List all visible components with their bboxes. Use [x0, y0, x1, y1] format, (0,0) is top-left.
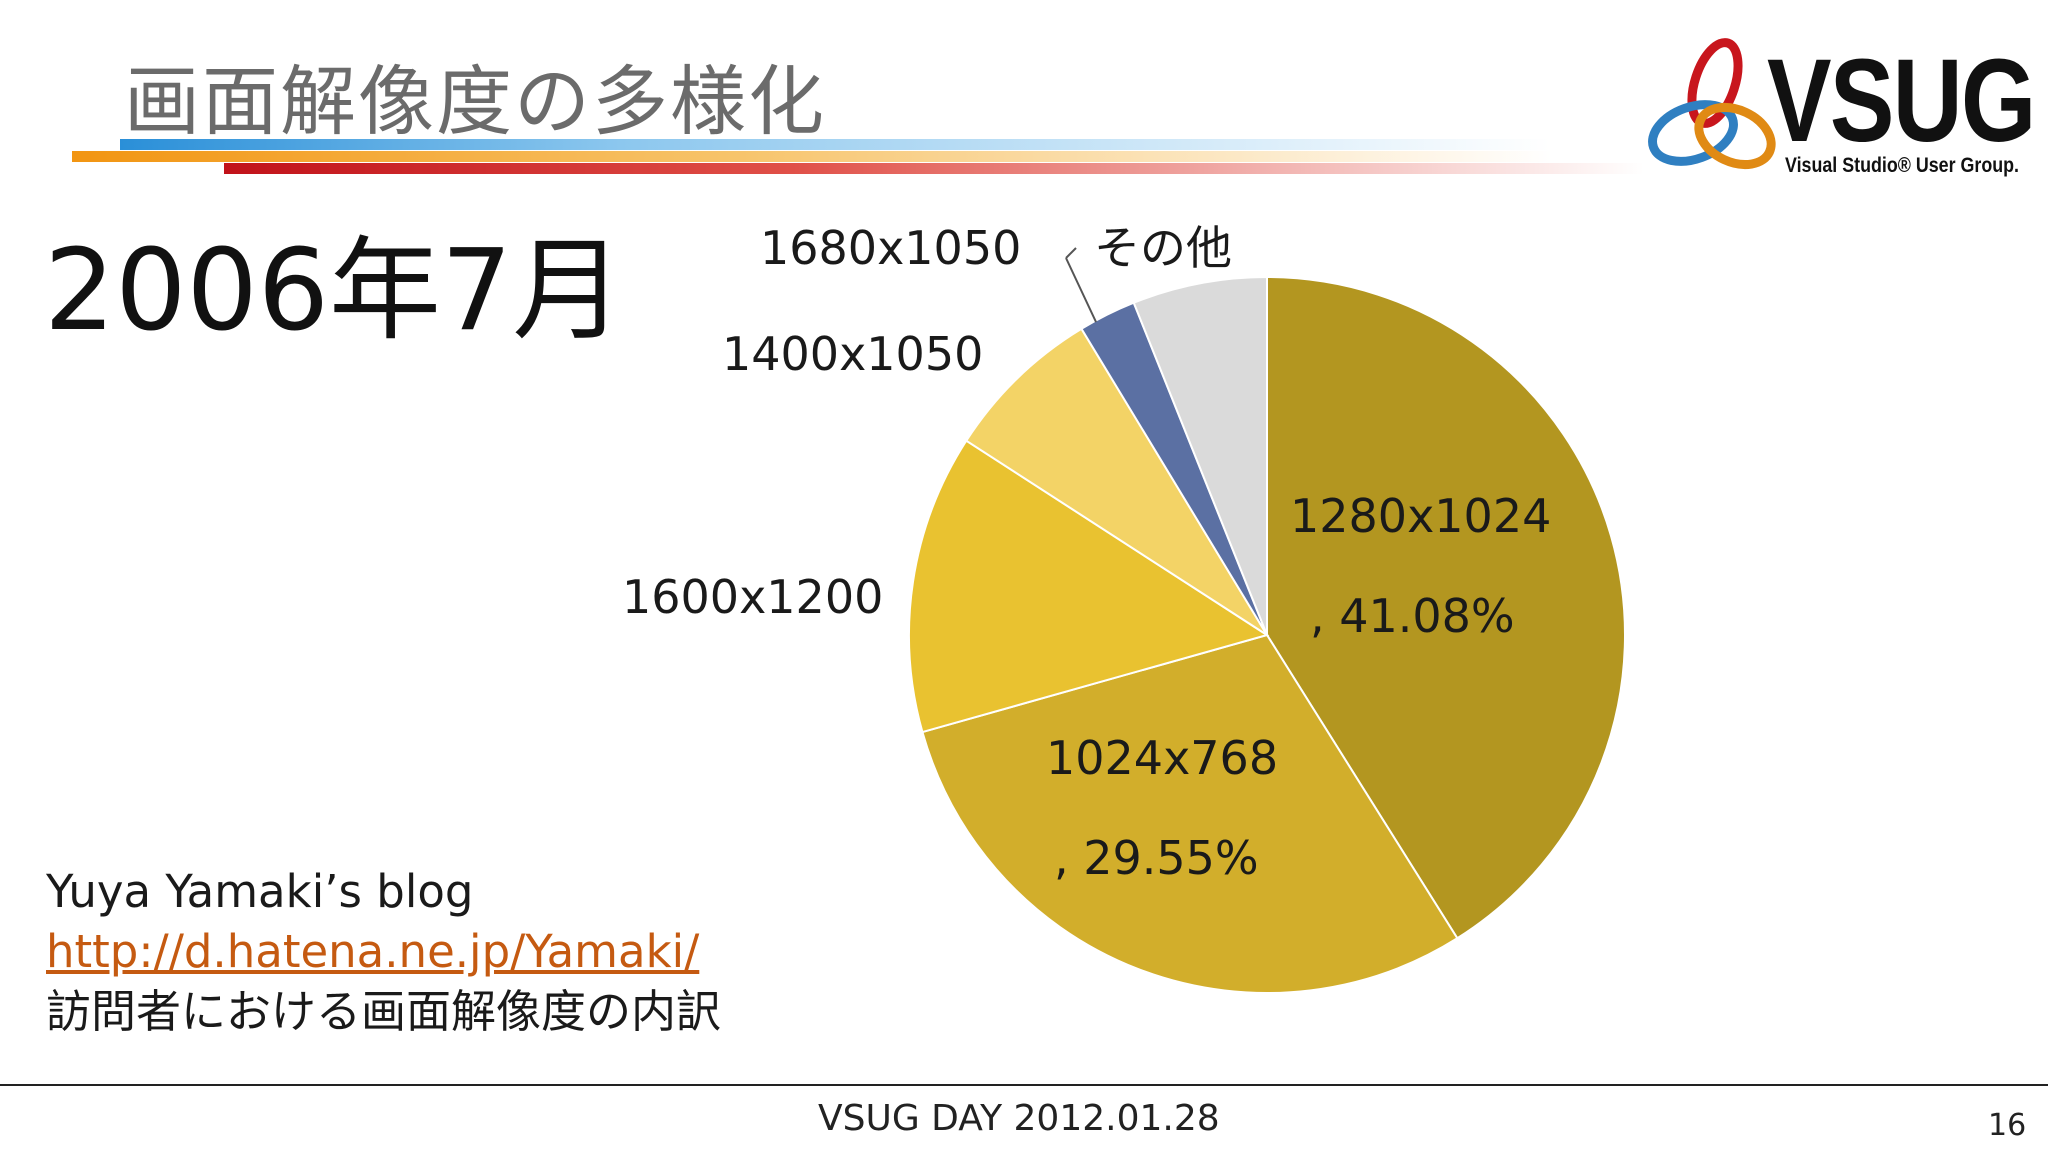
label-1600x1200: 1600x1200: [622, 570, 883, 624]
label-1280x1024-name: 1280x1024: [1290, 489, 1551, 543]
pie-slices: [908, 275, 1626, 994]
pie-slice-1400x1050: [964, 327, 1268, 636]
logo-wordmark: VSUG: [1767, 35, 2036, 167]
label-1024x768-name: 1024x768: [1046, 731, 1278, 785]
pie-slice--: [1132, 275, 1268, 636]
title-underline-orange: [72, 151, 1552, 162]
logo-subtitle: Visual Studio® User Group.: [1785, 154, 2020, 177]
logo-rings-icon: [1648, 38, 1776, 170]
pie-slice-1024x768: [921, 633, 1459, 994]
label-1680x1050: 1680x1050: [760, 221, 1021, 275]
label-1280x1024-pct: , 41.08%: [1310, 589, 1515, 643]
source-citation: Yuya Yamaki’s blog http://d.hatena.ne.jp…: [46, 862, 721, 1042]
source-link[interactable]: http://d.hatena.ne.jp/Yamaki/: [46, 925, 700, 978]
title-underline-blue: [120, 139, 1550, 150]
source-blog-name: Yuya Yamaki’s blog: [46, 865, 474, 918]
label-1400x1050: 1400x1050: [722, 327, 983, 381]
source-description: 訪問者における画面解像度の内訳: [46, 985, 722, 1038]
label-1024x768-pct: , 29.55%: [1054, 831, 1259, 885]
footer-event: VSUG DAY 2012.01.28: [818, 1098, 1220, 1139]
date-heading: 2006年7月: [44, 226, 625, 356]
label-other: その他: [1094, 221, 1232, 275]
footer-divider: [0, 1084, 2048, 1086]
title-underline-red: [224, 163, 1644, 174]
page-number: 16: [1988, 1108, 2027, 1143]
pie-slice-1600x1200: [908, 439, 1270, 734]
leader-line-1680x1050: [1065, 247, 1077, 259]
pie-slice-1280x1024: [1266, 275, 1626, 940]
vsug-logo: VSUG Visual Studio® User Group.: [1645, 38, 2036, 188]
slide-title: 画面解像度の多様化: [124, 57, 826, 146]
leader-line-1680x1050-tail: [1065, 257, 1097, 323]
